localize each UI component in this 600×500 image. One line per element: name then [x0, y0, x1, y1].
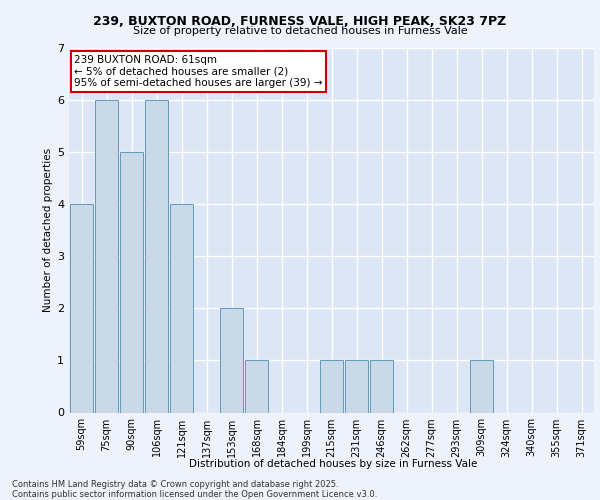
Text: 239, BUXTON ROAD, FURNESS VALE, HIGH PEAK, SK23 7PZ: 239, BUXTON ROAD, FURNESS VALE, HIGH PEA… — [94, 15, 506, 28]
Bar — [470, 360, 493, 412]
Text: Distribution of detached houses by size in Furness Vale: Distribution of detached houses by size … — [189, 459, 477, 469]
Bar — [70, 204, 93, 412]
Bar — [120, 152, 143, 412]
Y-axis label: Number of detached properties: Number of detached properties — [43, 148, 53, 312]
Bar — [345, 360, 368, 412]
Text: Contains HM Land Registry data © Crown copyright and database right 2025.: Contains HM Land Registry data © Crown c… — [12, 480, 338, 489]
Bar — [245, 360, 268, 412]
Bar — [170, 204, 193, 412]
Text: 239 BUXTON ROAD: 61sqm
← 5% of detached houses are smaller (2)
95% of semi-detac: 239 BUXTON ROAD: 61sqm ← 5% of detached … — [74, 55, 323, 88]
Bar — [220, 308, 243, 412]
Bar — [145, 100, 168, 412]
Text: Size of property relative to detached houses in Furness Vale: Size of property relative to detached ho… — [133, 26, 467, 36]
Bar — [320, 360, 343, 412]
Bar — [95, 100, 118, 412]
Text: Contains public sector information licensed under the Open Government Licence v3: Contains public sector information licen… — [12, 490, 377, 499]
Bar — [370, 360, 393, 412]
